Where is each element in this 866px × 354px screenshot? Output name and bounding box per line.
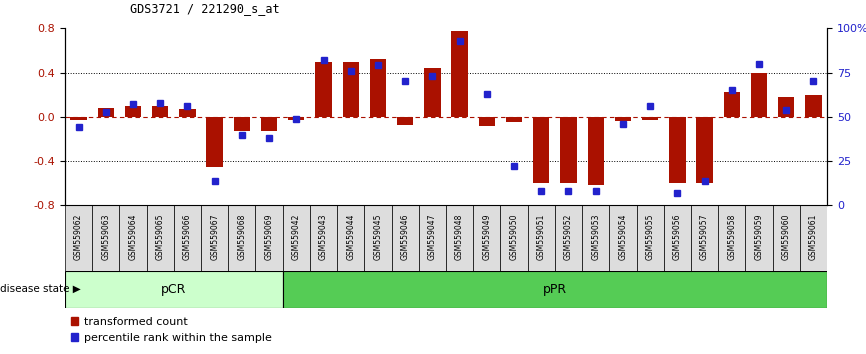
- Bar: [201, 205, 229, 271]
- Bar: [370, 59, 386, 117]
- Bar: [718, 205, 746, 271]
- Bar: [337, 205, 365, 271]
- Bar: [391, 205, 419, 271]
- Text: GSM559059: GSM559059: [754, 213, 764, 260]
- Bar: [800, 205, 827, 271]
- Text: GSM559046: GSM559046: [401, 213, 410, 260]
- Bar: [696, 117, 713, 183]
- Text: GSM559066: GSM559066: [183, 213, 192, 260]
- Text: GSM559050: GSM559050: [509, 213, 519, 260]
- Bar: [98, 108, 114, 117]
- Text: GSM559042: GSM559042: [292, 213, 301, 259]
- Bar: [70, 117, 87, 120]
- Bar: [533, 117, 549, 183]
- Bar: [555, 205, 582, 271]
- Bar: [527, 205, 555, 271]
- Bar: [805, 95, 822, 117]
- Text: disease state ▶: disease state ▶: [0, 284, 81, 294]
- Bar: [473, 205, 501, 271]
- Text: GSM559048: GSM559048: [456, 213, 464, 259]
- Bar: [691, 205, 718, 271]
- Text: GSM559061: GSM559061: [809, 213, 818, 259]
- Bar: [315, 62, 332, 117]
- Bar: [587, 117, 604, 185]
- Text: GSM559067: GSM559067: [210, 213, 219, 260]
- Text: GSM559047: GSM559047: [428, 213, 436, 260]
- Bar: [501, 205, 527, 271]
- Bar: [282, 271, 827, 308]
- Text: GSM559065: GSM559065: [156, 213, 165, 260]
- Bar: [152, 106, 168, 117]
- Bar: [120, 205, 146, 271]
- Text: GSM559069: GSM559069: [265, 213, 274, 260]
- Bar: [506, 117, 522, 122]
- Bar: [419, 205, 446, 271]
- Bar: [772, 205, 800, 271]
- Text: GSM559045: GSM559045: [373, 213, 383, 260]
- Bar: [610, 205, 637, 271]
- Text: GSM559058: GSM559058: [727, 213, 736, 259]
- Bar: [92, 205, 120, 271]
- Text: GSM559049: GSM559049: [482, 213, 491, 260]
- Bar: [751, 73, 767, 117]
- Text: GSM559060: GSM559060: [782, 213, 791, 260]
- Text: GSM559044: GSM559044: [346, 213, 355, 260]
- Bar: [229, 205, 255, 271]
- Text: GSM559063: GSM559063: [101, 213, 110, 260]
- Bar: [669, 117, 686, 183]
- Text: GSM559055: GSM559055: [646, 213, 655, 260]
- Bar: [146, 205, 174, 271]
- Text: GSM559051: GSM559051: [537, 213, 546, 259]
- Bar: [65, 205, 92, 271]
- Bar: [282, 205, 310, 271]
- Bar: [234, 117, 250, 131]
- Bar: [343, 62, 359, 117]
- Bar: [424, 68, 441, 117]
- Bar: [288, 117, 305, 120]
- Text: GSM559043: GSM559043: [319, 213, 328, 260]
- Bar: [451, 30, 468, 117]
- Text: GSM559057: GSM559057: [700, 213, 709, 260]
- Text: GSM559062: GSM559062: [74, 213, 83, 259]
- Bar: [179, 109, 196, 117]
- Text: GSM559052: GSM559052: [564, 213, 573, 259]
- Text: GSM559068: GSM559068: [237, 213, 246, 259]
- Bar: [560, 117, 577, 183]
- Bar: [255, 205, 282, 271]
- Text: GSM559064: GSM559064: [128, 213, 138, 260]
- Bar: [778, 97, 794, 117]
- Bar: [446, 205, 473, 271]
- Text: pPR: pPR: [543, 283, 567, 296]
- Text: GSM559053: GSM559053: [591, 213, 600, 260]
- Text: GDS3721 / 221290_s_at: GDS3721 / 221290_s_at: [130, 2, 280, 15]
- Text: GSM559056: GSM559056: [673, 213, 682, 260]
- Bar: [125, 106, 141, 117]
- Bar: [724, 92, 740, 117]
- Legend: transformed count, percentile rank within the sample: transformed count, percentile rank withi…: [70, 317, 272, 343]
- Text: pCR: pCR: [161, 283, 186, 296]
- Bar: [637, 205, 663, 271]
- Bar: [479, 117, 495, 126]
- Bar: [174, 205, 201, 271]
- Bar: [310, 205, 337, 271]
- Bar: [65, 271, 282, 308]
- Bar: [206, 117, 223, 167]
- Bar: [746, 205, 772, 271]
- Bar: [261, 117, 277, 131]
- Text: GSM559054: GSM559054: [618, 213, 627, 260]
- Bar: [663, 205, 691, 271]
- Bar: [642, 117, 658, 120]
- Bar: [615, 117, 631, 121]
- Bar: [397, 117, 413, 125]
- Bar: [365, 205, 391, 271]
- Bar: [582, 205, 610, 271]
